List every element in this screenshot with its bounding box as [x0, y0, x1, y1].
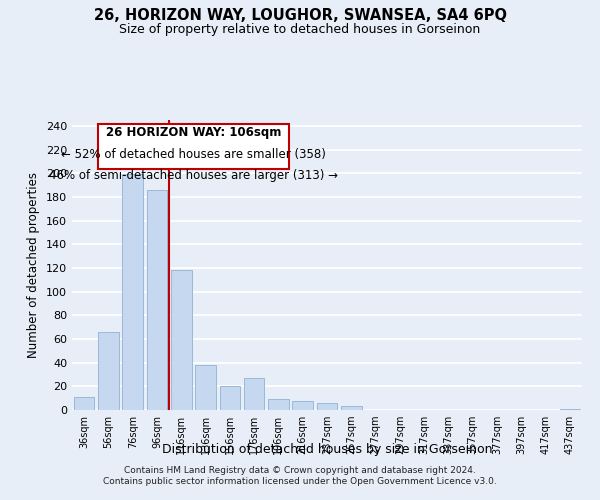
Bar [220, 386, 240, 410]
Bar [122, 174, 143, 410]
Text: 26 HORIZON WAY: 106sqm: 26 HORIZON WAY: 106sqm [106, 126, 281, 140]
Bar [98, 332, 119, 410]
Bar [560, 409, 580, 410]
Text: ← 52% of detached houses are smaller (358): ← 52% of detached houses are smaller (35… [61, 148, 326, 161]
Bar [268, 400, 289, 410]
Text: Size of property relative to detached houses in Gorseinon: Size of property relative to detached ho… [119, 22, 481, 36]
Text: Contains HM Land Registry data © Crown copyright and database right 2024.: Contains HM Land Registry data © Crown c… [124, 466, 476, 475]
Text: Contains public sector information licensed under the Open Government Licence v3: Contains public sector information licen… [103, 478, 497, 486]
Bar [244, 378, 265, 410]
Bar [74, 397, 94, 410]
Bar [317, 403, 337, 410]
Bar [195, 365, 216, 410]
Text: 46% of semi-detached houses are larger (313) →: 46% of semi-detached houses are larger (… [49, 168, 338, 181]
Text: 26, HORIZON WAY, LOUGHOR, SWANSEA, SA4 6PQ: 26, HORIZON WAY, LOUGHOR, SWANSEA, SA4 6… [94, 8, 506, 22]
Bar [146, 190, 167, 410]
Bar [341, 406, 362, 410]
Bar [292, 400, 313, 410]
Y-axis label: Number of detached properties: Number of detached properties [28, 172, 40, 358]
Text: Distribution of detached houses by size in Gorseinon: Distribution of detached houses by size … [162, 442, 492, 456]
Bar [171, 270, 191, 410]
FancyBboxPatch shape [97, 124, 289, 168]
